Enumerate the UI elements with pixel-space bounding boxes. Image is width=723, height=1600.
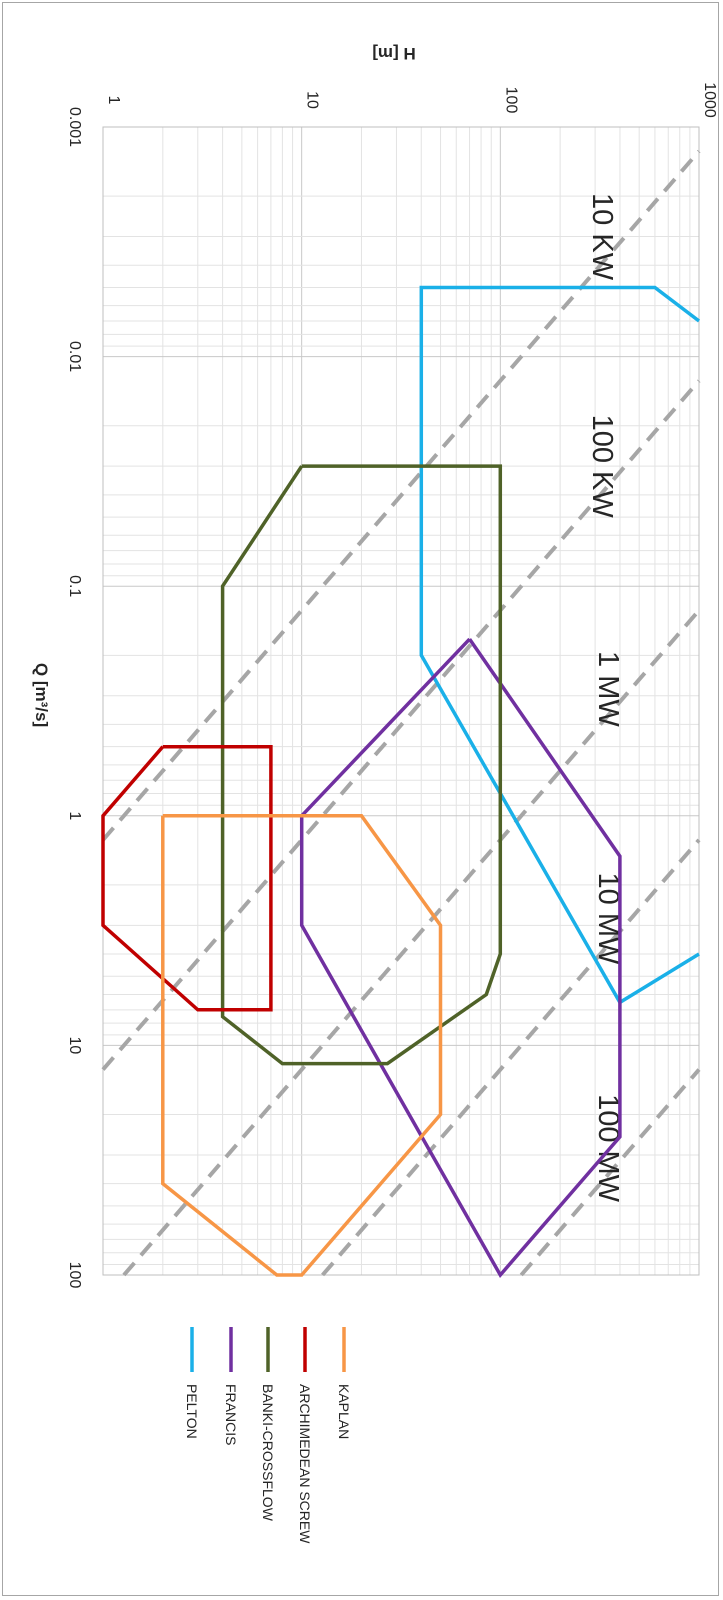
q-tick-label: 0.001: [66, 107, 83, 147]
h-tick-label: 100: [502, 87, 519, 114]
q-tick-label: 100: [66, 1262, 83, 1289]
series-line-banki-crossflow: [220, 464, 503, 1066]
axis-titles: H [m] Q [m³/s]: [32, 44, 416, 727]
h-tick-label: 10: [304, 91, 321, 109]
power-line-label: 1 MW: [592, 651, 624, 727]
q-tick-label: 10: [66, 1037, 83, 1055]
legend-label: KAPLAN: [336, 1384, 352, 1439]
power-line: [101, 379, 701, 1071]
h-tick-label: 1000: [701, 82, 718, 118]
power-line: [122, 609, 701, 1277]
legend-label: FRANCIS: [223, 1384, 239, 1445]
plot-area-outline: [102, 126, 700, 1276]
h-axis-title: H [m]: [372, 44, 415, 63]
turbine-series: [101, 285, 701, 1279]
legend-label: BANKI-CROSSFLOW: [260, 1384, 276, 1522]
legend-label: PELTON: [184, 1384, 200, 1439]
series-line-pelton: [419, 285, 701, 1005]
power-line: [519, 1068, 701, 1277]
legend-label: ARCHIMEDEAN SCREW: [297, 1384, 313, 1544]
q-tick-label: 0.01: [66, 341, 83, 372]
power-line-label: 10 KW: [586, 193, 618, 281]
q-axis-title: Q [m³/s]: [32, 663, 51, 727]
power-line: [321, 838, 701, 1277]
series-line-kaplan: [161, 814, 443, 1277]
tick-labels: 1 10 100 1000 0.001 0.01 0.1 1 10 100: [66, 82, 718, 1288]
legend: PELTON FRANCIS BANKI-CROSSFLOW ARCHIMEDEAN …: [184, 1327, 352, 1544]
h-tick-label: 1: [105, 96, 122, 105]
series-line-archimedean-screw: [101, 744, 273, 1012]
power-line: [101, 149, 701, 842]
power-line-label: 100 KW: [586, 415, 618, 519]
q-tick-label: 0.1: [66, 575, 83, 597]
series-line-francis: [299, 637, 622, 1279]
plot-area-border: [102, 126, 700, 1276]
q-tick-label: 1: [66, 811, 83, 820]
